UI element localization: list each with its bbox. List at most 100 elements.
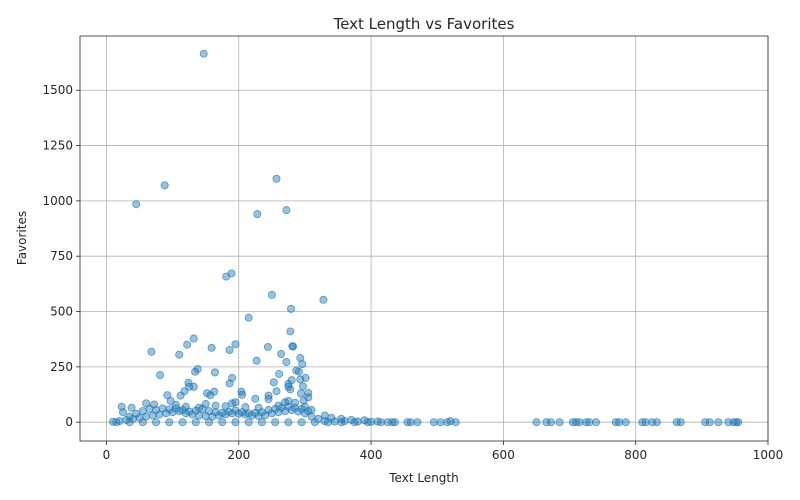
x-axis-ticks: 0 200 400 600 800 1000 [103, 441, 784, 462]
x-tick-label: 0 [103, 448, 111, 462]
scatter-point [125, 418, 134, 427]
scatter-point [284, 418, 293, 427]
scatter-point [204, 407, 213, 416]
scatter-point [264, 394, 273, 403]
scatter-point [271, 404, 280, 413]
scatter-point [320, 417, 329, 426]
scatter-point [429, 418, 438, 427]
scatter-point [189, 334, 198, 343]
scatter-point [253, 210, 262, 219]
scatter-point [112, 418, 121, 427]
scatter-point [225, 346, 234, 355]
scatter-point [297, 418, 306, 427]
x-axis-label: Text Length [388, 471, 458, 485]
scatter-point [701, 418, 710, 427]
scatter-point [178, 418, 187, 427]
scatter-point [340, 417, 349, 426]
scatter-point [367, 417, 376, 426]
scatter-point [319, 295, 328, 304]
points-layer [109, 49, 743, 427]
scatter-point [147, 347, 156, 356]
scatter-point [211, 401, 220, 410]
scatter-point [125, 412, 134, 421]
scatter-point [413, 418, 422, 427]
scatter-point [547, 418, 556, 427]
scatter-point [353, 417, 362, 426]
scatter-point [231, 406, 240, 415]
scatter-point [184, 378, 193, 387]
scatter-point [575, 418, 584, 427]
x-tick-label: 600 [492, 448, 515, 462]
scatter-point [330, 417, 339, 426]
scatter-point [138, 407, 147, 416]
y-tick-label: 1500 [42, 83, 73, 97]
scatter-point [296, 389, 305, 398]
x-tick-label: 200 [227, 448, 250, 462]
y-axis-ticks: 0 250 500 750 1000 1250 1500 [42, 83, 80, 429]
scatter-point [165, 418, 174, 427]
scatter-point [436, 418, 445, 427]
scatter-point [275, 369, 284, 378]
scatter-point [191, 418, 200, 427]
scatter-point [152, 406, 161, 415]
scatter-point [138, 418, 147, 427]
scatter-point [244, 418, 253, 427]
scatter-point [158, 404, 167, 413]
scatter-point [238, 390, 247, 399]
scatter-point [676, 418, 685, 427]
scatter-point [119, 408, 128, 417]
y-tick-label: 750 [50, 249, 73, 263]
scatter-point [289, 342, 298, 351]
scatter-point [264, 406, 273, 415]
scatter-point [732, 418, 741, 427]
scatter-point [218, 408, 227, 417]
scatter-point [277, 403, 286, 412]
scatter-point [648, 418, 657, 427]
scatter-point [252, 356, 261, 365]
scatter-point [296, 354, 305, 363]
scatter-point [451, 418, 460, 427]
scatter-point [585, 418, 594, 427]
scatter-point [225, 379, 234, 388]
scatter-point [388, 418, 397, 427]
scatter-point [206, 391, 215, 400]
scatter-point [132, 200, 141, 209]
scatter-point [257, 408, 266, 417]
scatter-point [222, 272, 231, 281]
scatter-point [304, 393, 313, 402]
scatter-point [132, 409, 141, 418]
scatter-point [390, 418, 399, 427]
scatter-point [290, 403, 299, 412]
scatter-point [199, 49, 208, 58]
scatter-point [272, 387, 281, 396]
scatter-point [298, 360, 307, 369]
scatter-point [297, 404, 306, 413]
plot-frame [79, 35, 769, 442]
scatter-point [198, 404, 207, 413]
scatter-point [237, 387, 246, 396]
scatter-point [185, 407, 194, 416]
scatter-point [592, 418, 601, 427]
scatter-point [286, 385, 295, 394]
scatter-point [257, 418, 266, 427]
x-tick-label: 1000 [753, 448, 784, 462]
scatter-point [244, 409, 253, 418]
scatter-point [615, 418, 624, 427]
chart-title: Text Length vs Favorites [333, 15, 515, 33]
scatter-point [267, 290, 276, 299]
scatter-point [282, 206, 291, 215]
scatter-point [251, 394, 260, 403]
scatter-point [160, 181, 169, 190]
scatter-point [175, 350, 184, 359]
x-tick-label: 800 [624, 448, 647, 462]
scatter-point [705, 418, 714, 427]
scatter-point [555, 418, 564, 427]
x-tick-label: 400 [360, 448, 383, 462]
scatter-point [171, 404, 180, 413]
scatter-point [145, 404, 154, 413]
y-tick-label: 250 [50, 360, 73, 374]
scatter-point [271, 418, 280, 427]
scatter-point [191, 406, 200, 415]
scatter-point [277, 350, 286, 359]
